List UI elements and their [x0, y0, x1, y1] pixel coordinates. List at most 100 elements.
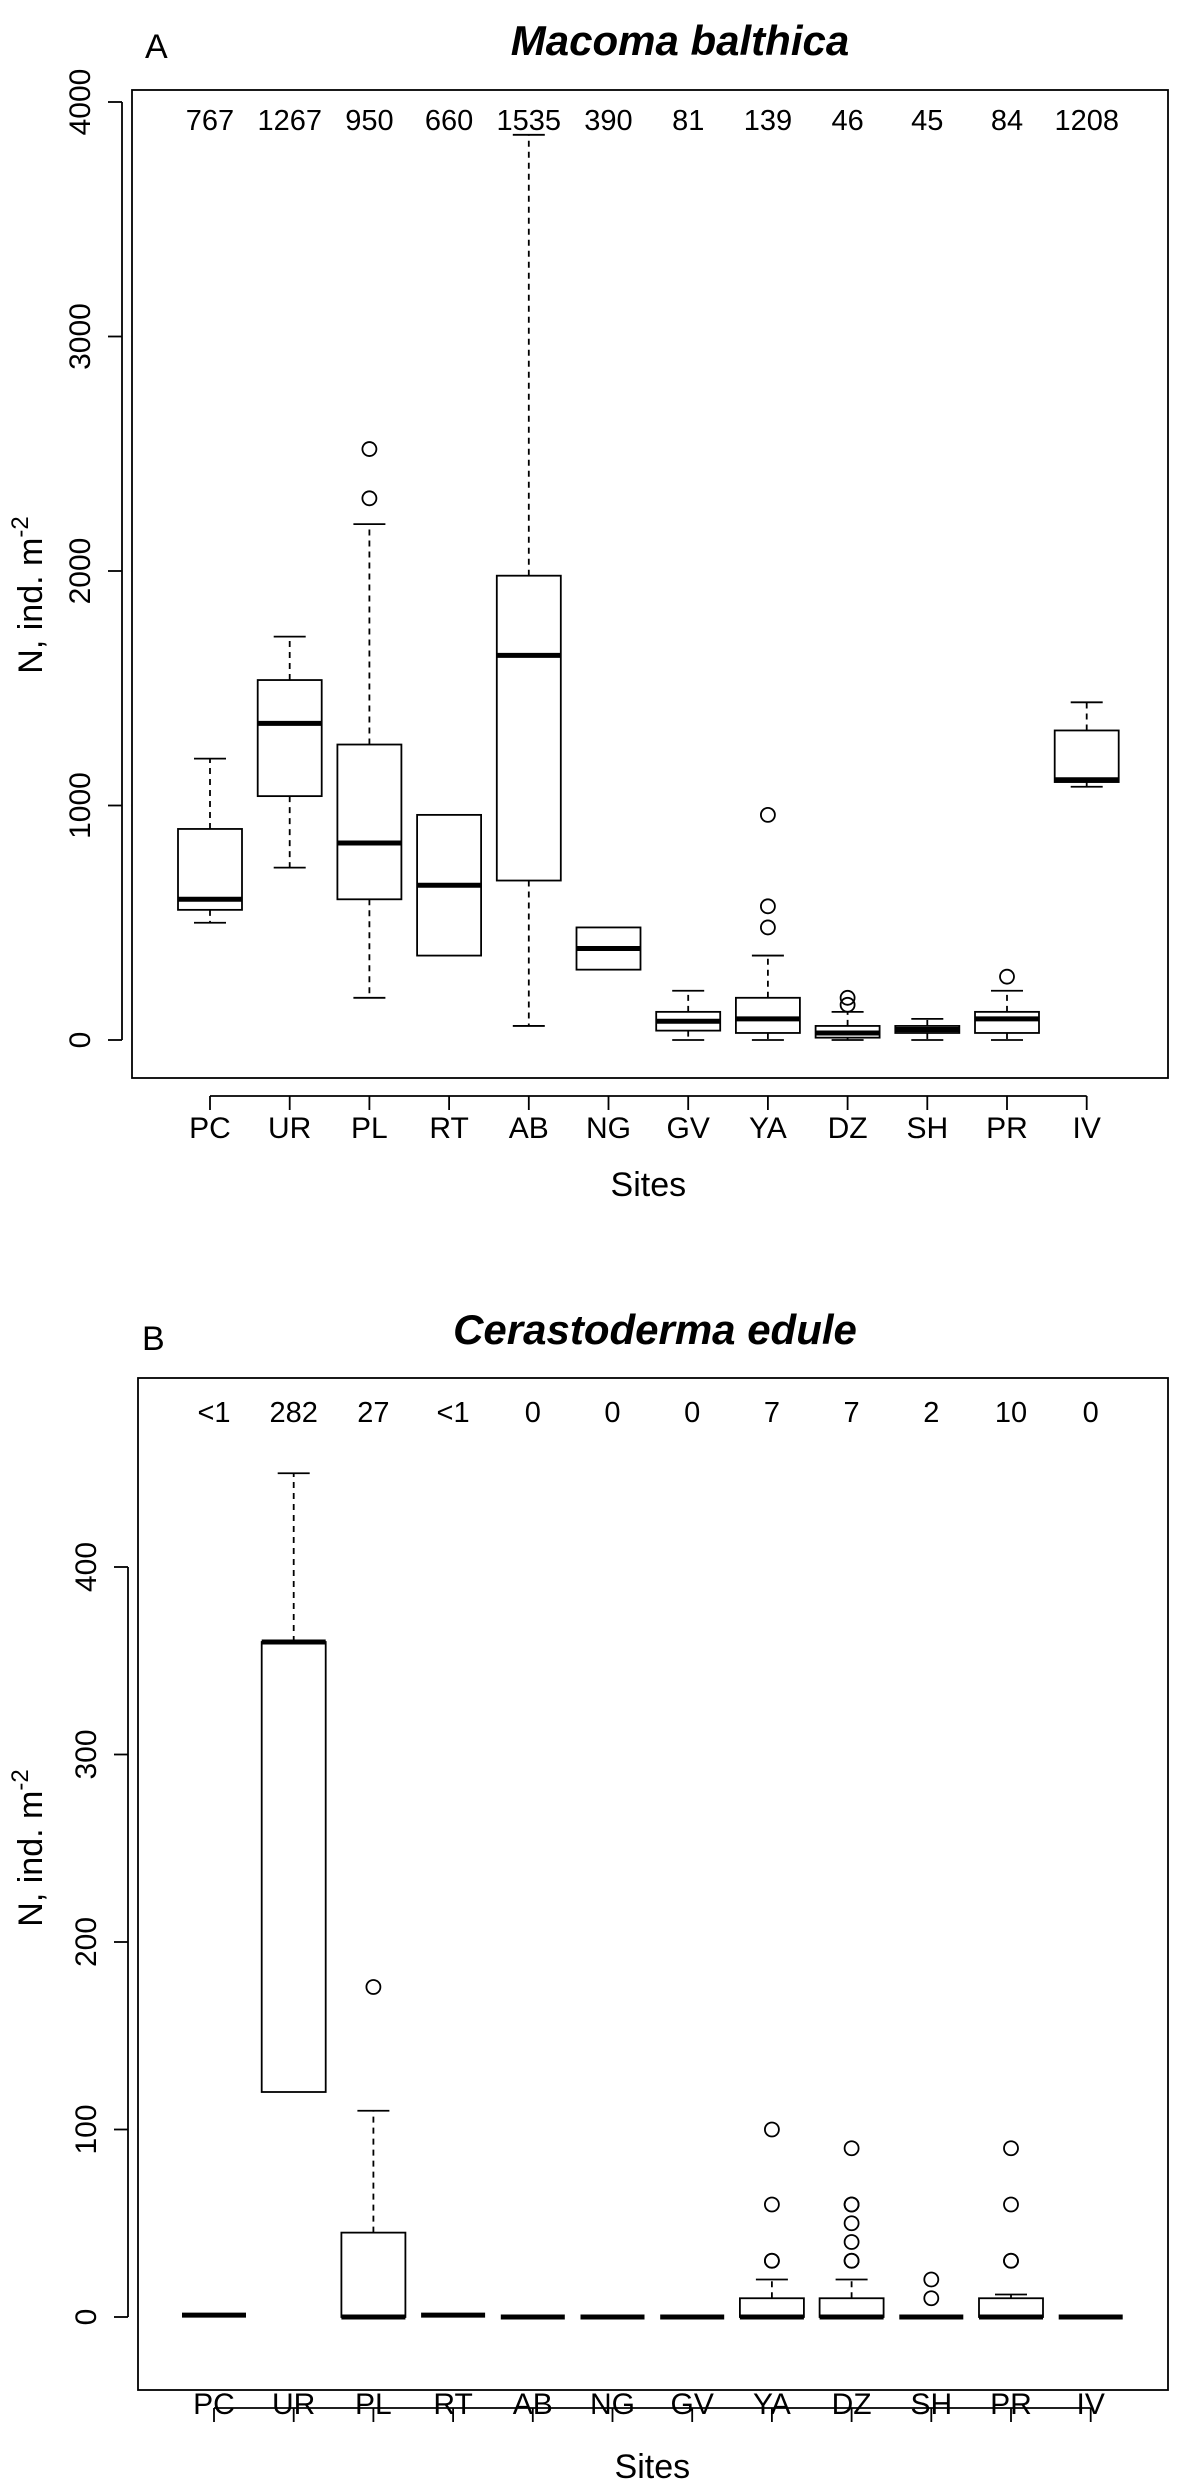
x-tick-label: SH	[910, 2388, 952, 2421]
box-AB	[495, 133, 562, 1027]
outlier-point	[361, 441, 378, 457]
y-tick-label: 4000	[64, 69, 97, 136]
y-tick-label: 3000	[64, 303, 97, 370]
box-iqr	[256, 679, 323, 798]
x-tick-label: PC	[189, 1112, 231, 1145]
outlier-point	[843, 2252, 860, 2269]
box-DZ	[814, 989, 881, 1041]
outlier-point	[843, 2196, 860, 2213]
box-PL	[340, 1979, 407, 2320]
sample-size-label: 660	[425, 105, 473, 137]
box-YA	[735, 806, 801, 1041]
x-tick-label: UR	[268, 1112, 311, 1145]
box-iqr	[974, 1010, 1040, 1034]
y-tick-label: 100	[70, 2104, 103, 2154]
box-iqr	[495, 574, 562, 882]
outlier-point	[1003, 2252, 1019, 2269]
x-tick-label: AB	[513, 2388, 553, 2421]
box-iqr	[818, 2297, 885, 2318]
x-tick-label: AB	[509, 1112, 549, 1145]
x-tick-label: GV	[667, 1112, 710, 1145]
x-axis-title: Sites	[615, 2448, 691, 2486]
sample-size-label: 81	[672, 105, 704, 137]
box-GV	[655, 989, 722, 1041]
sample-size-label: 767	[186, 105, 234, 137]
box-iqr	[735, 996, 801, 1034]
outlier-point	[760, 898, 776, 915]
y-axis-title-main: N, ind. m	[12, 538, 50, 674]
panel-label: B	[142, 1320, 165, 1358]
sample-size-label: 390	[584, 105, 632, 137]
outlier-point	[843, 2140, 860, 2157]
outlier-point	[764, 2252, 780, 2269]
sample-size-label: 7	[844, 1397, 860, 1429]
x-tick-label: PR	[986, 1112, 1028, 1145]
plot-frame	[131, 89, 1169, 1079]
x-tick-label: PR	[990, 2388, 1032, 2421]
y-axis-title-superscript: -2	[7, 516, 34, 537]
x-tick-label: GV	[671, 2388, 714, 2421]
box-iqr	[340, 2231, 407, 2318]
y-axis-title: N, ind. m-2	[7, 516, 50, 673]
box-RT	[416, 813, 483, 957]
box-iqr	[739, 2297, 805, 2318]
box-UR	[256, 635, 323, 869]
chart-title: Macoma balthica	[511, 17, 849, 64]
sample-size-label: 0	[525, 1397, 541, 1429]
box-SH	[894, 1017, 961, 1041]
x-axis-title: Sites	[611, 1166, 687, 1204]
x-tick-label: PL	[355, 2388, 392, 2421]
y-axis-title-main: N, ind. m	[12, 1791, 50, 1927]
y-tick-label: 2000	[64, 538, 97, 605]
outlier-point	[923, 2290, 940, 2307]
outlier-point	[1003, 2140, 1019, 2157]
outlier-point	[764, 2121, 780, 2138]
y-tick-label: 1000	[64, 772, 97, 839]
x-tick-label: YA	[749, 1112, 787, 1145]
x-tick-label: RT	[429, 1112, 468, 1145]
sample-size-label: 0	[604, 1397, 620, 1429]
outlier-point	[923, 2271, 940, 2288]
x-tick-label: YA	[753, 2388, 791, 2421]
sample-size-label: <1	[197, 1397, 230, 1429]
outlier-point	[760, 806, 776, 823]
sample-size-label: 950	[345, 105, 393, 137]
outlier-point	[843, 2215, 860, 2232]
x-tick-label: PC	[193, 2388, 235, 2421]
plot-frame	[137, 1377, 1169, 2391]
sample-size-label: 7	[764, 1397, 780, 1429]
x-tick-label: DZ	[828, 1112, 868, 1145]
x-tick-label: UR	[272, 2388, 315, 2421]
outlier-point	[365, 1979, 382, 1995]
x-tick-label: IV	[1077, 2388, 1105, 2421]
box-PC	[177, 757, 243, 924]
y-tick-label: 0	[70, 2309, 103, 2326]
x-tick-label: DZ	[832, 2388, 872, 2421]
sample-size-label: 1208	[1054, 105, 1119, 137]
box-PR	[978, 2140, 1044, 2320]
sample-size-label: 1535	[497, 105, 562, 137]
outlier-point	[361, 490, 378, 507]
chart-panel-A: Macoma balthica A 0 1000 2000 3000 4000 N, ind.…	[7, 17, 1169, 1204]
x-tick-label: NG	[590, 2388, 635, 2421]
sample-size-label: 84	[991, 105, 1023, 137]
box-PR	[974, 968, 1040, 1041]
panel-label: A	[145, 28, 168, 66]
outlier-point	[839, 996, 856, 1013]
outlier-point	[764, 2196, 780, 2213]
x-tick-label: PL	[351, 1112, 388, 1145]
sample-size-label: 27	[357, 1397, 389, 1429]
sample-size-label: 0	[1083, 1397, 1099, 1429]
box-SH	[899, 2271, 964, 2320]
x-tick-label: SH	[906, 1112, 948, 1145]
x-tick-label: IV	[1073, 1112, 1101, 1145]
box-iqr	[260, 1641, 327, 2093]
box-DZ	[818, 2140, 885, 2320]
y-tick-label: 400	[70, 1542, 103, 1592]
outlier-point	[1003, 2196, 1019, 2213]
box-iqr	[336, 743, 403, 901]
sample-size-label: 2	[923, 1397, 939, 1429]
box-iqr	[1053, 729, 1120, 783]
